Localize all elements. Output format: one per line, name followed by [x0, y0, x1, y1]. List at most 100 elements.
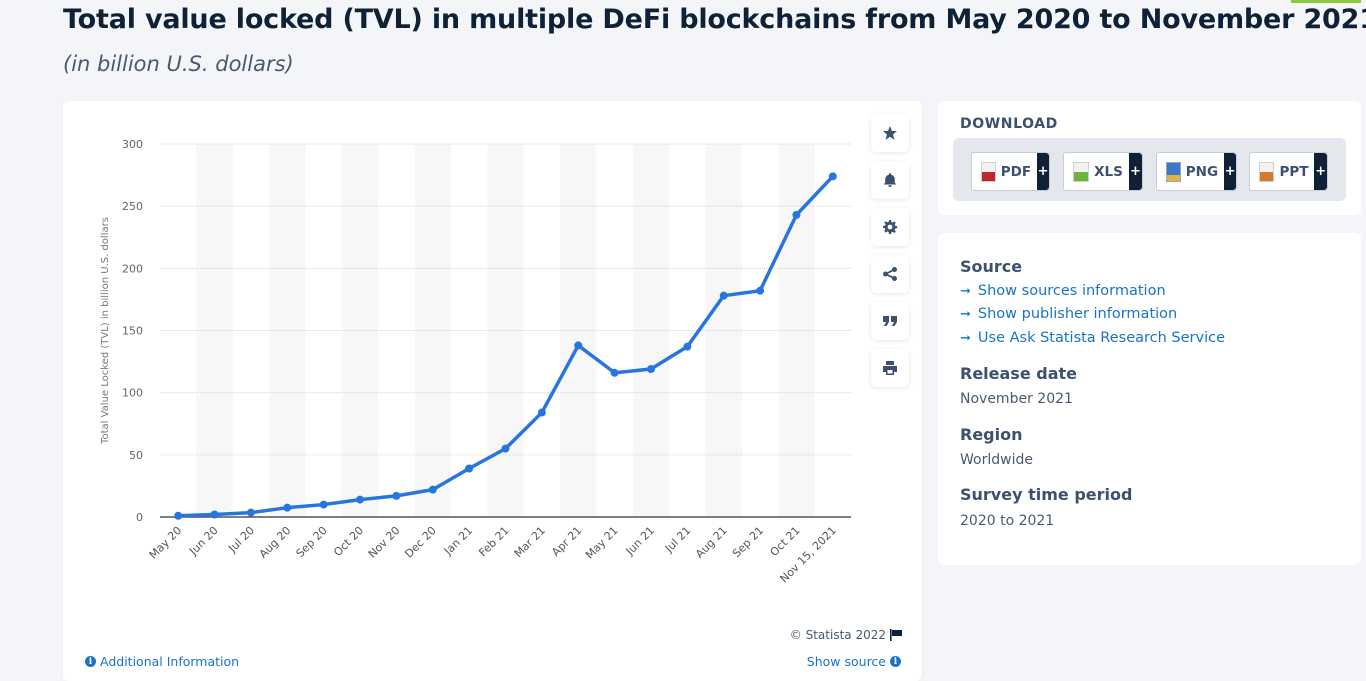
- survey-period-value: 2020 to 2021: [960, 513, 1055, 529]
- download-xls-button[interactable]: XLS +: [1063, 152, 1143, 191]
- x-tick-label: Dec 20: [402, 524, 439, 561]
- data-point: [210, 510, 219, 519]
- page-title: Total value locked (TVL) in multiple DeF…: [63, 4, 1366, 35]
- download-panel: DOWNLOAD PDF + XLS + PNG + PPT +: [938, 101, 1361, 215]
- favorite-button[interactable]: [871, 114, 909, 152]
- plus-icon: +: [1128, 153, 1142, 190]
- data-point: [756, 286, 765, 295]
- x-tick-label: Sep 20: [294, 524, 330, 560]
- download-ppt-label: PPT: [1279, 163, 1309, 180]
- print-button[interactable]: [871, 349, 909, 387]
- arrow-right-icon: ➞: [960, 330, 971, 346]
- chart-card: 0 50 100 150 200 250 300 Total Value Locked (TV…: [63, 101, 922, 681]
- cite-button[interactable]: [871, 302, 909, 340]
- xls-file-icon: [1073, 161, 1090, 182]
- show-sources-link[interactable]: ➞ Show sources information: [960, 283, 1166, 299]
- data-point: [574, 341, 583, 350]
- print-icon: [883, 361, 897, 375]
- y-tick-label: 100: [122, 387, 143, 400]
- column-band: [269, 144, 306, 517]
- download-buttons: PDF + XLS + PNG + PPT +: [953, 138, 1346, 201]
- data-point: [792, 210, 801, 219]
- flag-icon[interactable]: [890, 629, 903, 641]
- show-sources-label: Show sources information: [977, 283, 1166, 299]
- share-button[interactable]: [871, 255, 909, 293]
- top-accent-bar: [1291, 0, 1361, 3]
- chart-toolbar: [871, 114, 909, 396]
- ask-statista-label: Use Ask Statista Research Service: [977, 330, 1226, 346]
- arrow-right-icon: ➞: [960, 306, 971, 322]
- download-pdf-button[interactable]: PDF +: [971, 152, 1050, 191]
- x-tick-label: Aug 21: [693, 524, 730, 561]
- quote-icon: [883, 316, 897, 326]
- data-point: [501, 444, 510, 453]
- page-subtitle: (in billion U.S. dollars): [63, 52, 294, 76]
- copyright-text: © Statista 2022: [789, 628, 886, 642]
- y-tick-label: 0: [136, 511, 143, 524]
- x-tick-label: Oct 21: [768, 524, 803, 559]
- data-point: [392, 491, 401, 500]
- show-source-link[interactable]: Show source i: [807, 654, 901, 669]
- download-xls-label: XLS: [1094, 163, 1123, 180]
- show-source-label: Show source: [806, 654, 886, 669]
- data-point: [683, 342, 692, 351]
- data-point: [319, 500, 328, 509]
- show-publisher-link[interactable]: ➞ Show publisher information: [960, 306, 1177, 322]
- ask-statista-link[interactable]: ➞ Use Ask Statista Research Service: [960, 330, 1225, 346]
- download-title: DOWNLOAD: [960, 116, 1058, 132]
- png-image-icon: [1166, 161, 1181, 182]
- x-tick-label: Jul 20: [225, 524, 257, 556]
- data-point: [283, 503, 292, 512]
- x-tick-label: May 20: [147, 524, 185, 562]
- data-point: [719, 291, 728, 300]
- x-tick-label: Jul 21: [662, 524, 694, 556]
- data-point: [246, 508, 255, 517]
- release-date-heading: Release date: [960, 364, 1077, 383]
- x-tick-label: Jan 21: [441, 524, 475, 558]
- region-value: Worldwide: [960, 452, 1033, 468]
- ppt-file-icon: [1259, 161, 1275, 182]
- notification-button[interactable]: [871, 161, 909, 199]
- plus-icon: +: [1314, 153, 1327, 190]
- x-tick-label: Jun 21: [623, 524, 657, 558]
- additional-information-label: Additional Information: [100, 654, 240, 669]
- share-icon: [883, 267, 897, 281]
- download-ppt-button[interactable]: PPT +: [1249, 152, 1328, 191]
- y-tick-label: 250: [122, 200, 143, 213]
- x-tick-label: May 21: [583, 524, 621, 562]
- copyright: © Statista 2022: [790, 628, 903, 642]
- data-point: [465, 464, 474, 473]
- x-tick-label: Sep 21: [730, 524, 766, 560]
- bell-icon: [883, 173, 897, 187]
- arrow-right-icon: ➞: [960, 283, 971, 299]
- region-heading: Region: [960, 425, 1023, 444]
- y-tick-label: 300: [122, 138, 143, 151]
- x-tick-label: Mar 21: [512, 524, 548, 560]
- x-tick-label: Apr 21: [549, 524, 584, 559]
- statistic-details-panel: Source ➞ Show sources information ➞ Show…: [938, 233, 1361, 565]
- show-publisher-label: Show publisher information: [977, 306, 1178, 322]
- pdf-file-icon: [981, 161, 996, 182]
- x-tick-label: Jun 20: [186, 524, 220, 558]
- x-tick-label: Nov 20: [366, 524, 403, 561]
- additional-information-link[interactable]: i Additional Information: [85, 654, 239, 669]
- data-point: [428, 485, 437, 494]
- settings-button[interactable]: [871, 208, 909, 246]
- gear-icon: [883, 220, 898, 234]
- x-tick-label: Oct 20: [331, 524, 366, 559]
- y-tick-label: 150: [122, 325, 143, 338]
- download-pdf-label: PDF: [1000, 163, 1032, 180]
- data-point: [610, 368, 619, 377]
- data-point: [356, 495, 365, 504]
- data-point: [828, 172, 837, 181]
- data-point: [537, 408, 546, 417]
- data-point: [174, 511, 183, 520]
- release-date-value: November 2021: [960, 391, 1073, 407]
- y-tick-label: 50: [129, 449, 143, 462]
- survey-period-heading: Survey time period: [960, 485, 1133, 504]
- x-tick-label: Feb 21: [476, 524, 511, 559]
- download-png-button[interactable]: PNG +: [1156, 152, 1237, 191]
- star-icon: [883, 126, 897, 140]
- x-tick-label: Aug 20: [257, 524, 294, 561]
- column-band: [705, 144, 742, 517]
